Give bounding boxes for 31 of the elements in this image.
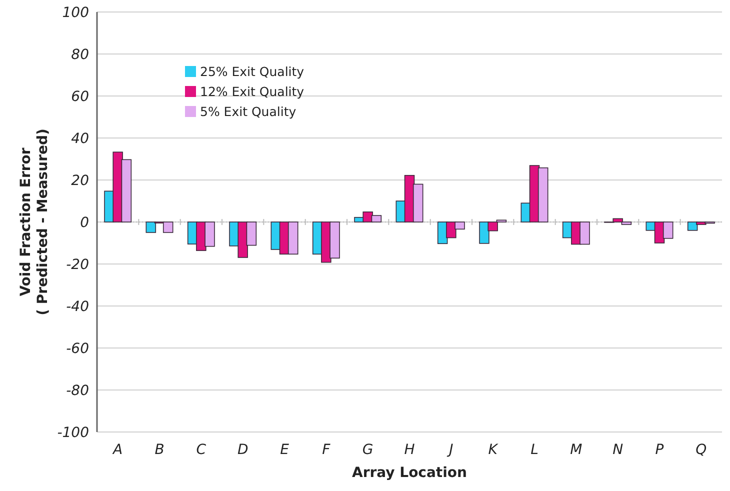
y-tick-label: 20 bbox=[71, 172, 90, 189]
y-tick-label: 40 bbox=[71, 130, 90, 147]
x-tick-label: C bbox=[196, 442, 206, 458]
x-tick-label: N bbox=[612, 442, 624, 458]
legend-label: 5% Exit Quality bbox=[200, 104, 297, 119]
y-tick-label: -80 bbox=[66, 382, 90, 399]
y-tick-label: -20 bbox=[66, 256, 90, 273]
x-tick-label: E bbox=[280, 442, 290, 458]
x-tick-label: F bbox=[322, 442, 332, 458]
x-tick-label: L bbox=[530, 442, 538, 458]
y-tick-label: 80 bbox=[71, 46, 90, 63]
x-tick-label: J bbox=[446, 442, 454, 458]
y-tick-label: -60 bbox=[66, 340, 90, 357]
y-tick-label: -100 bbox=[57, 424, 90, 441]
x-tick-label: B bbox=[154, 442, 164, 458]
x-tick-label: A bbox=[112, 442, 123, 458]
y-tick-label: 0 bbox=[80, 214, 90, 231]
x-axis-title: Array Location bbox=[352, 465, 468, 481]
legend-label: 25% Exit Quality bbox=[200, 64, 305, 79]
x-tick-label: H bbox=[404, 442, 416, 458]
y-tick-label: 60 bbox=[71, 88, 90, 105]
y-axis-title: Void Fraction Error ( Predicted - Measured) bbox=[18, 128, 51, 316]
y-tick-label: -40 bbox=[66, 298, 90, 315]
x-tick-label: M bbox=[570, 442, 582, 458]
y-tick-label: 100 bbox=[62, 4, 90, 21]
x-tick-label: D bbox=[237, 442, 248, 458]
x-tick-label: G bbox=[362, 442, 374, 458]
x-tick-label: K bbox=[488, 442, 500, 458]
x-tick-label: Q bbox=[696, 442, 707, 458]
legend-label: 12% Exit Quality bbox=[200, 84, 305, 99]
x-tick-label: P bbox=[655, 442, 664, 458]
